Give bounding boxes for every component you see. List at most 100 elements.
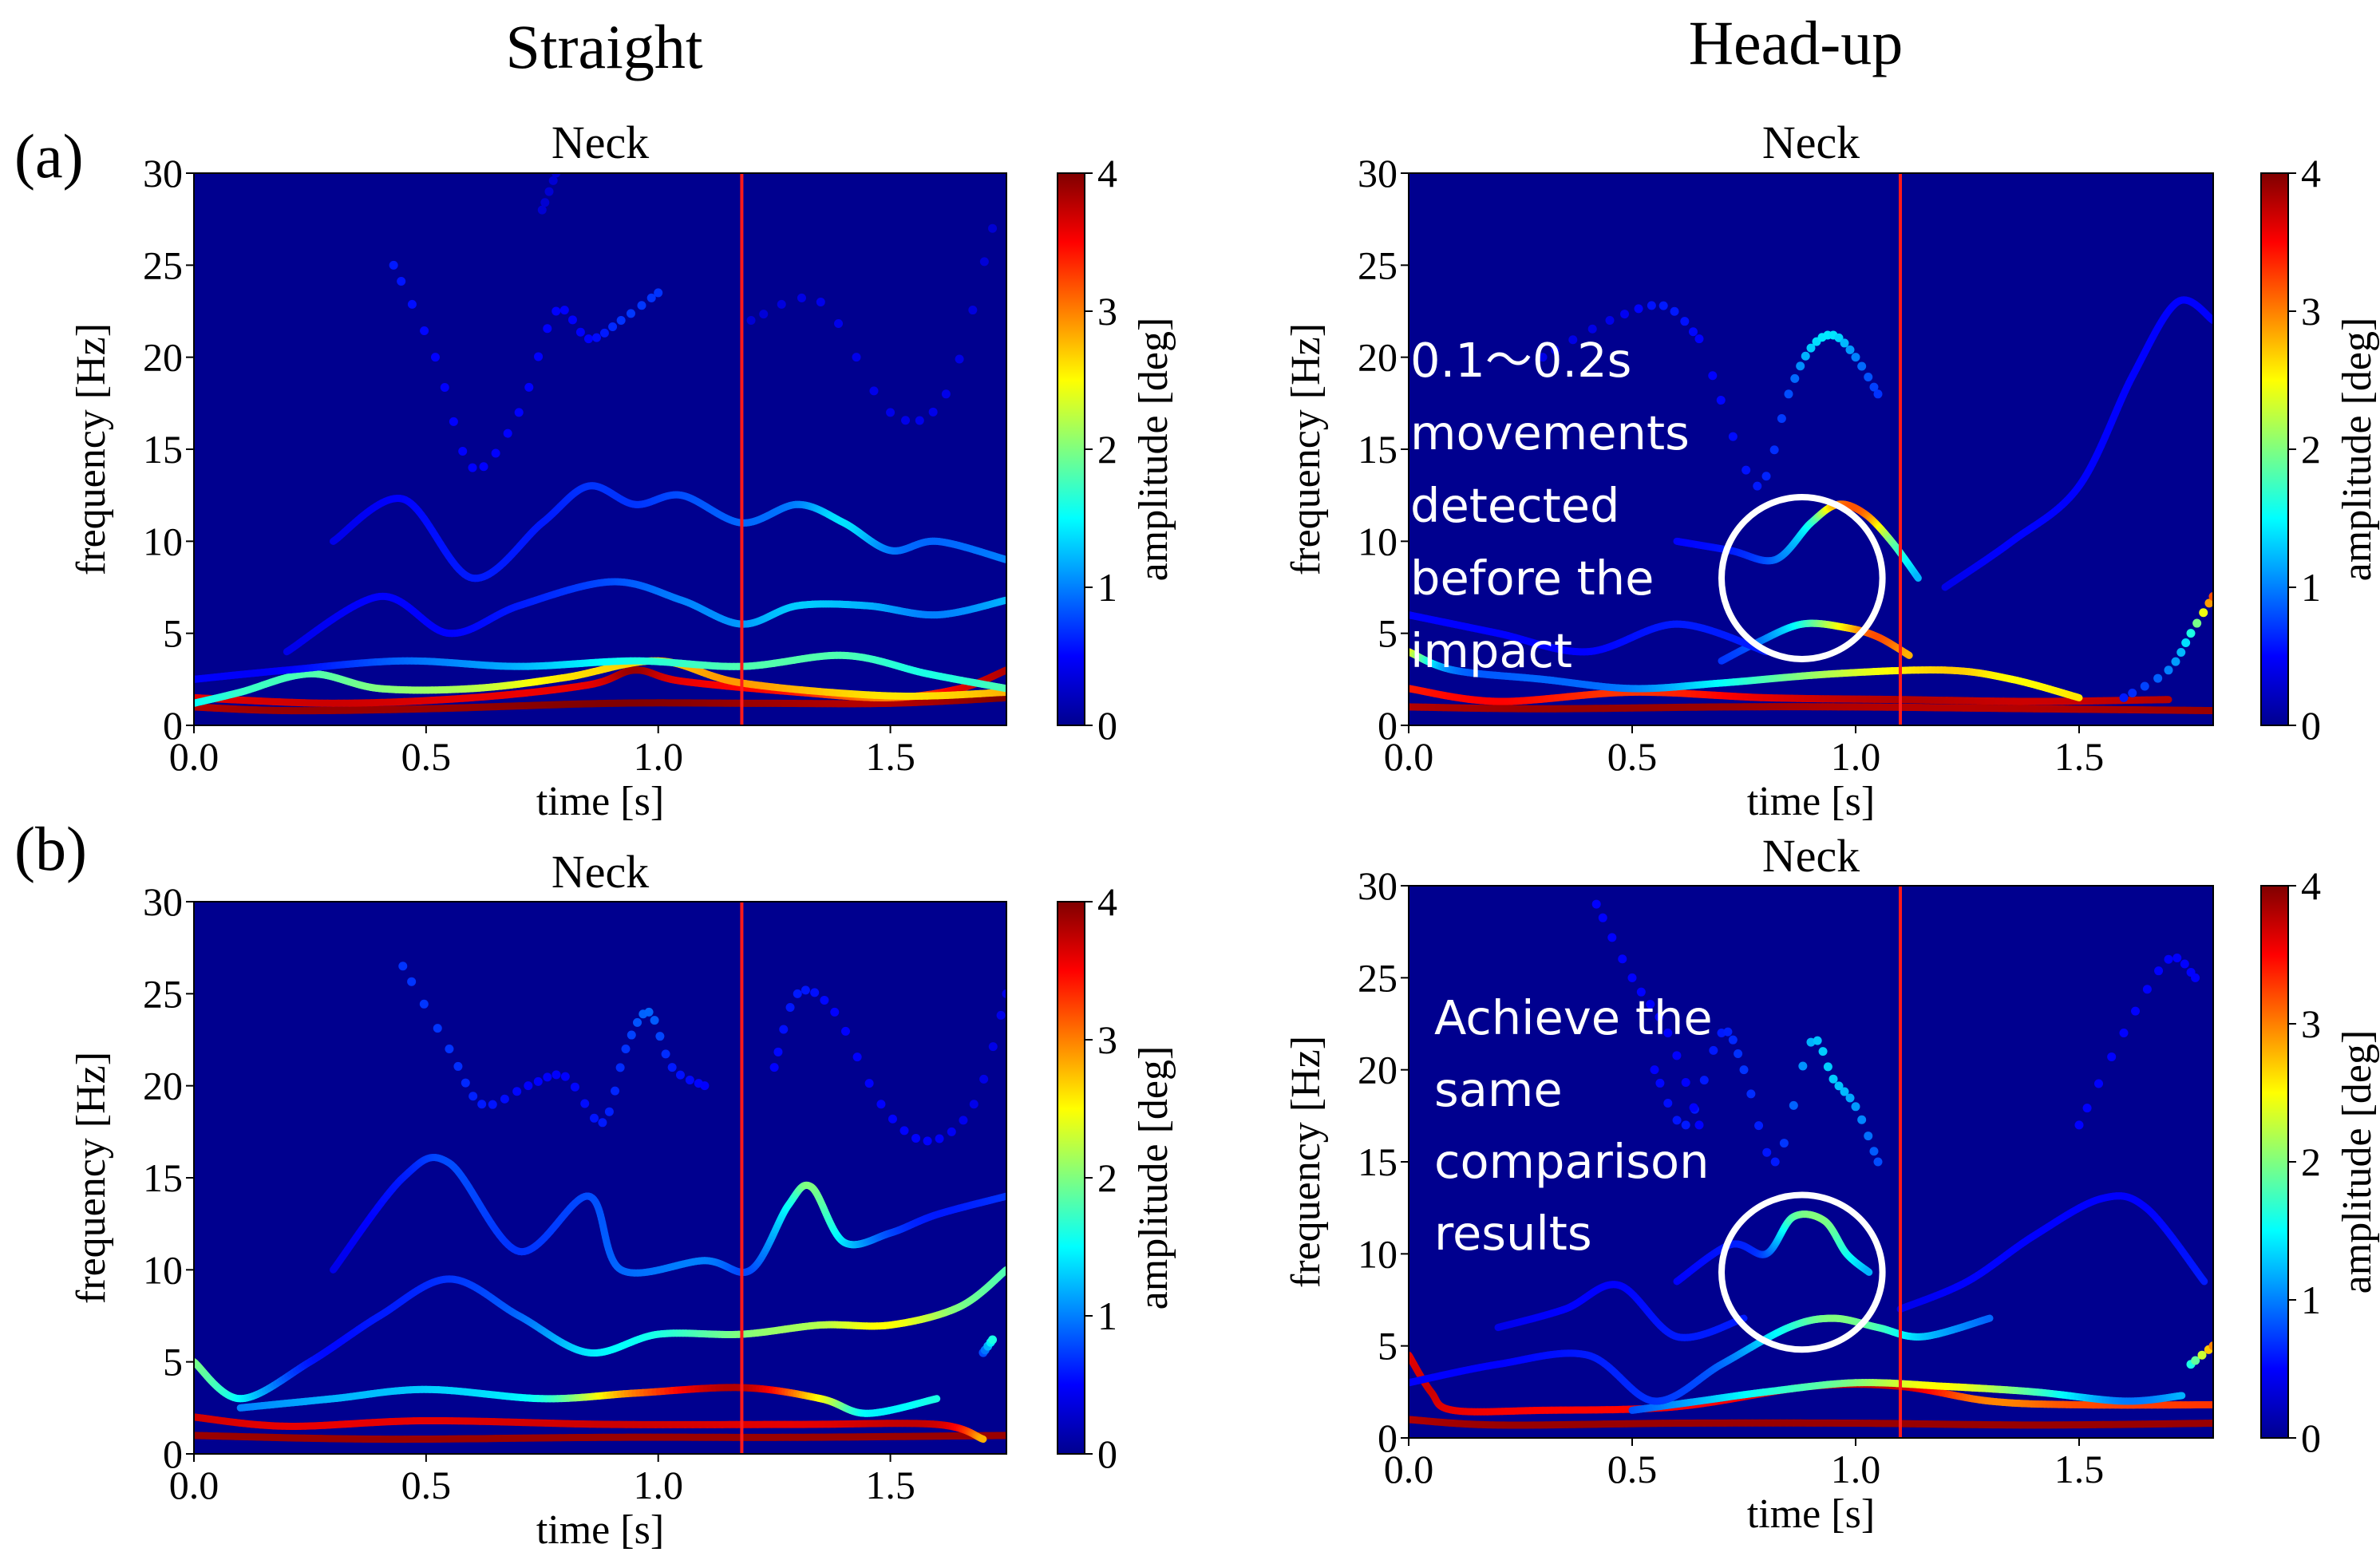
ridge-point bbox=[1663, 1029, 1673, 1038]
ridge-point bbox=[955, 354, 964, 364]
y-tick-label: 30 bbox=[143, 151, 183, 196]
ridge-point bbox=[1672, 1051, 1682, 1060]
ridge-point bbox=[644, 1007, 654, 1017]
ridge-low-1 bbox=[1409, 1416, 2213, 1429]
ridge-point bbox=[947, 1127, 956, 1136]
ridge-point bbox=[407, 299, 417, 309]
ridge-point bbox=[935, 1134, 944, 1143]
ridge-point bbox=[810, 988, 820, 997]
ridge-point bbox=[1777, 414, 1786, 424]
annotation-line: 0.1～0.2s bbox=[1410, 333, 1631, 388]
ridge-right-rise bbox=[1941, 296, 2213, 591]
ridge-point bbox=[1694, 1120, 1704, 1130]
ridge-point bbox=[567, 315, 577, 325]
ridge-point bbox=[440, 383, 449, 393]
y-tick-label: 25 bbox=[143, 971, 183, 1016]
row-label-a: (a) bbox=[14, 121, 84, 191]
ridge-point bbox=[1739, 1065, 1749, 1075]
ridge-point bbox=[468, 1092, 478, 1101]
ridge-mid-1 bbox=[1628, 1379, 2186, 1414]
ridge-point bbox=[685, 1075, 694, 1084]
ridge-point bbox=[543, 1072, 552, 1082]
ridge-segment bbox=[1984, 1314, 1994, 1323]
ridge-point bbox=[1647, 301, 1656, 310]
ridge-point bbox=[886, 408, 895, 417]
ridge-point bbox=[1688, 327, 1698, 337]
ridge-point bbox=[524, 1081, 533, 1091]
x-axis-label: time [s] bbox=[1747, 779, 1875, 824]
y-tick-label: 10 bbox=[143, 519, 183, 563]
ridge-point bbox=[543, 324, 552, 334]
ridge-point bbox=[797, 293, 806, 302]
ridge-point bbox=[598, 1118, 607, 1128]
x-tick-label: 0.0 bbox=[1384, 734, 1434, 779]
y-tick-label: 30 bbox=[143, 879, 183, 924]
panel-title: Neck bbox=[1762, 830, 1860, 882]
ridge-point bbox=[1818, 1047, 1828, 1056]
y-tick-label: 20 bbox=[143, 335, 183, 380]
ridge-point bbox=[2119, 693, 2129, 702]
ridge-mid-blue bbox=[1409, 611, 1770, 656]
column-title-straight: Straight bbox=[506, 12, 703, 81]
ridge-point bbox=[1658, 301, 1668, 310]
ridge-point bbox=[1694, 334, 1704, 344]
ridge-point bbox=[2176, 647, 2186, 657]
ridge-point bbox=[1620, 310, 1630, 319]
ridge-point bbox=[611, 1086, 620, 1096]
ridge-point bbox=[661, 1049, 670, 1059]
ridge-point bbox=[2208, 592, 2213, 602]
ridge-low-1 bbox=[194, 1432, 1006, 1444]
ridge-point bbox=[445, 1045, 454, 1054]
ridge-mid-1 bbox=[1409, 648, 2083, 701]
ridge-point bbox=[654, 288, 663, 298]
ridge-point bbox=[1873, 389, 1883, 399]
x-tick-label: 0.0 bbox=[169, 734, 219, 779]
ridge-point bbox=[1796, 361, 1805, 371]
panel-title: Neck bbox=[552, 846, 649, 898]
ridge-mid-1 bbox=[236, 1384, 941, 1417]
ridge-point bbox=[876, 1100, 886, 1109]
ridge-low-2 bbox=[1409, 685, 2172, 705]
annotation-line: movements bbox=[1410, 405, 1690, 460]
ridge-point bbox=[500, 1094, 509, 1104]
ridge-point bbox=[1789, 1100, 1798, 1110]
y-tick-label: 25 bbox=[143, 243, 183, 287]
ridge-point bbox=[1634, 304, 1643, 314]
ridge-point bbox=[570, 1082, 579, 1092]
ridge-point bbox=[398, 962, 408, 971]
x-tick-label: 1.0 bbox=[633, 734, 683, 779]
ridge-mid-2 bbox=[194, 1266, 1006, 1403]
ridge-segment bbox=[1738, 1314, 1748, 1323]
ridge-point bbox=[675, 1070, 685, 1080]
ridge-band-14 bbox=[330, 1154, 1006, 1277]
ridge-point bbox=[580, 1099, 590, 1108]
ridge-point bbox=[1709, 1045, 1718, 1055]
ridge-point bbox=[389, 260, 398, 270]
ridge-right-end bbox=[978, 1335, 998, 1357]
ridge-point bbox=[1605, 316, 1615, 326]
ridge-point bbox=[700, 1081, 710, 1091]
ridge-band-10 bbox=[330, 482, 1006, 583]
ridge-right-end bbox=[2119, 592, 2213, 702]
ridge-point bbox=[667, 1063, 677, 1072]
ridge-point bbox=[590, 1113, 599, 1123]
ridge-point bbox=[491, 448, 500, 458]
ridge-point bbox=[552, 306, 561, 316]
colorbar-tick-label: 2 bbox=[2301, 427, 2321, 472]
row-label-b: (b) bbox=[14, 814, 87, 883]
ridge-point bbox=[1834, 1081, 1844, 1091]
ridge-point bbox=[604, 1107, 614, 1116]
ridge-point bbox=[1873, 1157, 1883, 1167]
ridge-point bbox=[575, 327, 585, 337]
colorbar-label: amplitude [deg] bbox=[1131, 318, 1176, 582]
ridge-point bbox=[988, 223, 998, 233]
y-tick-label: 5 bbox=[163, 1340, 183, 1384]
ridge-low-2 bbox=[194, 1413, 987, 1444]
ridge-point bbox=[1869, 1147, 1879, 1156]
ridge-point bbox=[458, 447, 468, 456]
ridge-point bbox=[621, 1045, 631, 1054]
ridge-band-5 bbox=[283, 578, 1006, 656]
x-axis-label: time [s] bbox=[536, 779, 664, 824]
annotation-line: before the bbox=[1410, 551, 1654, 606]
